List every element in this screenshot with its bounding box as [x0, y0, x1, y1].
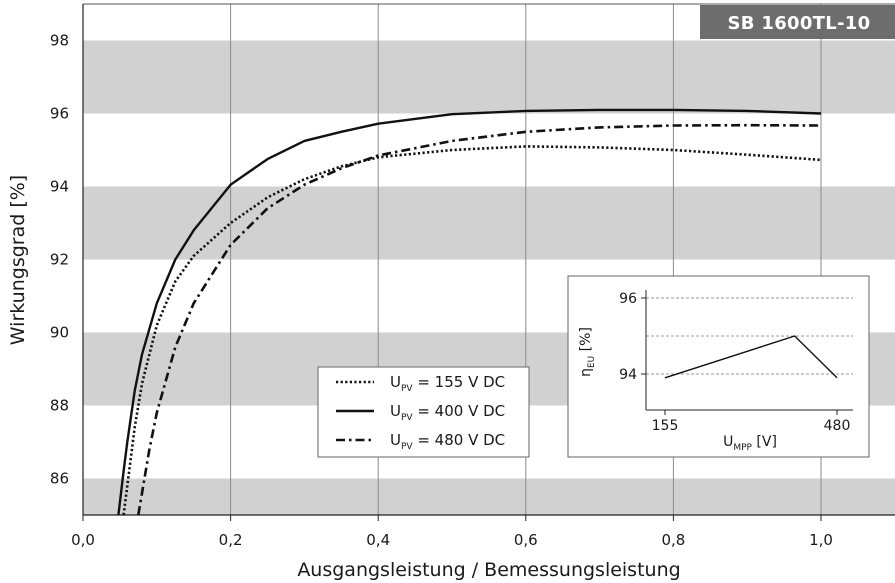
legend: UPV = 155 V DC UPV = 400 V DC UPV = 480 V …	[317, 366, 530, 458]
inset-y-tick-label: 96	[619, 291, 637, 307]
inset-tick-labels: 94 96 155 480	[619, 291, 850, 434]
y-tick-label: 88	[50, 397, 69, 415]
y-tick-label: 98	[50, 32, 69, 50]
inset-chart: 94 96 155 480 UMPP [V] ηEU [%]	[567, 275, 870, 458]
x-tick-labels: 0,0 0,2 0,4 0,6 0,8 1,0	[71, 515, 833, 549]
inset-x-tick-label: 480	[824, 418, 851, 434]
x-tick-label: 0,6	[514, 531, 538, 549]
inset-box	[567, 275, 870, 458]
series-line-3	[137, 123, 822, 516]
y-tick-labels: 86 88 90 92 94 96 98	[50, 32, 69, 488]
x-tick-label: 0,0	[71, 531, 95, 549]
legend-label: UPV = 155 V DC	[390, 373, 505, 394]
x-tick-label: 1,0	[809, 531, 833, 549]
x-axis-title: Ausgangsleistung / Bemessungsleistung	[297, 559, 680, 581]
y-tick-label: 94	[50, 178, 69, 196]
inset-y-axis-title: ηEU [%]	[578, 327, 597, 377]
y-tick-label: 96	[50, 105, 69, 123]
y-band	[83, 478, 895, 515]
x-tick-label: 0,8	[661, 531, 685, 549]
y-tick-label: 86	[50, 470, 69, 488]
series-line-2	[117, 108, 822, 516]
y-band	[83, 40, 895, 114]
series-lines	[117, 108, 822, 516]
legend-label: UPV = 480 V DC	[390, 431, 505, 452]
y-tick-label: 90	[50, 324, 69, 342]
model-badge-bg	[700, 5, 895, 39]
model-badge-text: SB 1600TL-10	[728, 13, 871, 34]
inset-x-axis-title: UMPP [V]	[723, 434, 777, 453]
inset-x-tick-label: 155	[652, 418, 679, 434]
series-line-1	[122, 145, 822, 516]
y-tick-label: 92	[50, 251, 69, 269]
model-badge: SB 1600TL-10	[700, 5, 895, 39]
inset-y-tick-label: 94	[619, 367, 637, 383]
legend-label: UPV = 400 V DC	[390, 402, 505, 423]
y-axis-title: Wirkungsgrad [%]	[7, 175, 29, 345]
inset-axis-titles: UMPP [V] ηEU [%]	[578, 327, 777, 453]
x-tick-label: 0,4	[366, 531, 390, 549]
x-tick-label: 0,2	[219, 531, 243, 549]
inset-series-line	[664, 335, 838, 379]
y-band	[83, 186, 895, 260]
inset-series	[664, 335, 838, 379]
inset-gridlines	[646, 297, 853, 375]
